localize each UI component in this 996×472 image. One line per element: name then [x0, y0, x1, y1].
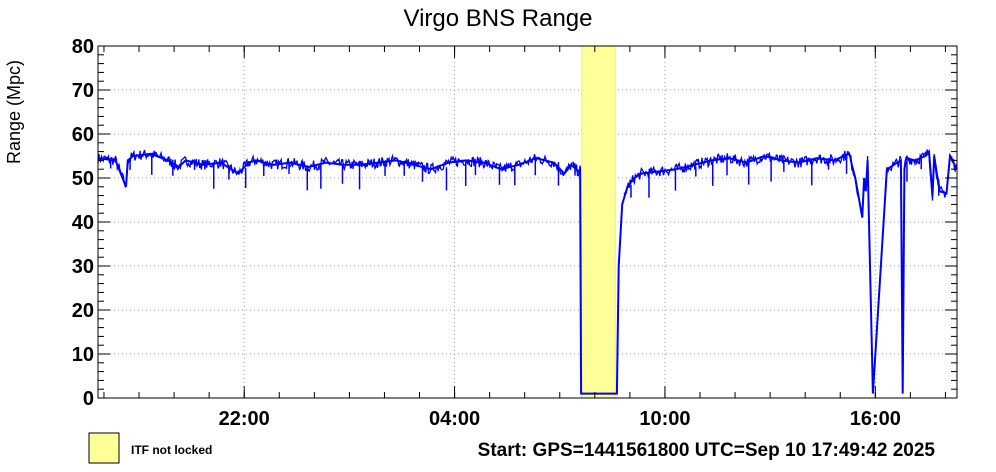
series-path [97, 149, 958, 395]
y-tick-labels: 0 10 20 30 40 50 60 70 80 [72, 36, 94, 410]
series-line [97, 149, 958, 395]
y-tick-label: 0 [83, 388, 94, 410]
not-locked-band [581, 45, 616, 399]
y-tick-label: 50 [72, 168, 94, 190]
axis-ticks [98, 45, 957, 399]
series-noise [97, 149, 958, 201]
legend-label: ITF not locked [131, 443, 212, 457]
chart-title: Virgo BNS Range [404, 5, 593, 32]
x-tick-label: 04:00 [429, 408, 480, 430]
y-tick-label: 30 [72, 256, 94, 278]
legend: ITF not locked [88, 432, 212, 464]
grid [98, 46, 957, 398]
y-tick-label: 60 [72, 124, 94, 146]
start-time-label: Start: GPS=1441561800 UTC=Sep 10 17:49:4… [478, 440, 936, 461]
x-tick-label: 22:00 [219, 408, 270, 430]
y-axis-label: Range (Mpc) [4, 60, 24, 164]
y-tick-label: 40 [72, 212, 94, 234]
x-tick-labels: 22:00 04:00 10:00 16:00 [219, 408, 901, 430]
legend-swatch [88, 432, 120, 464]
not-locked-shading [581, 45, 616, 399]
x-tick-label: 10:00 [639, 408, 690, 430]
x-tick-label: 16:00 [850, 408, 901, 430]
y-tick-label: 10 [72, 344, 94, 366]
y-tick-label: 80 [72, 36, 94, 58]
y-tick-label: 20 [72, 300, 94, 322]
y-tick-label: 70 [72, 80, 94, 102]
